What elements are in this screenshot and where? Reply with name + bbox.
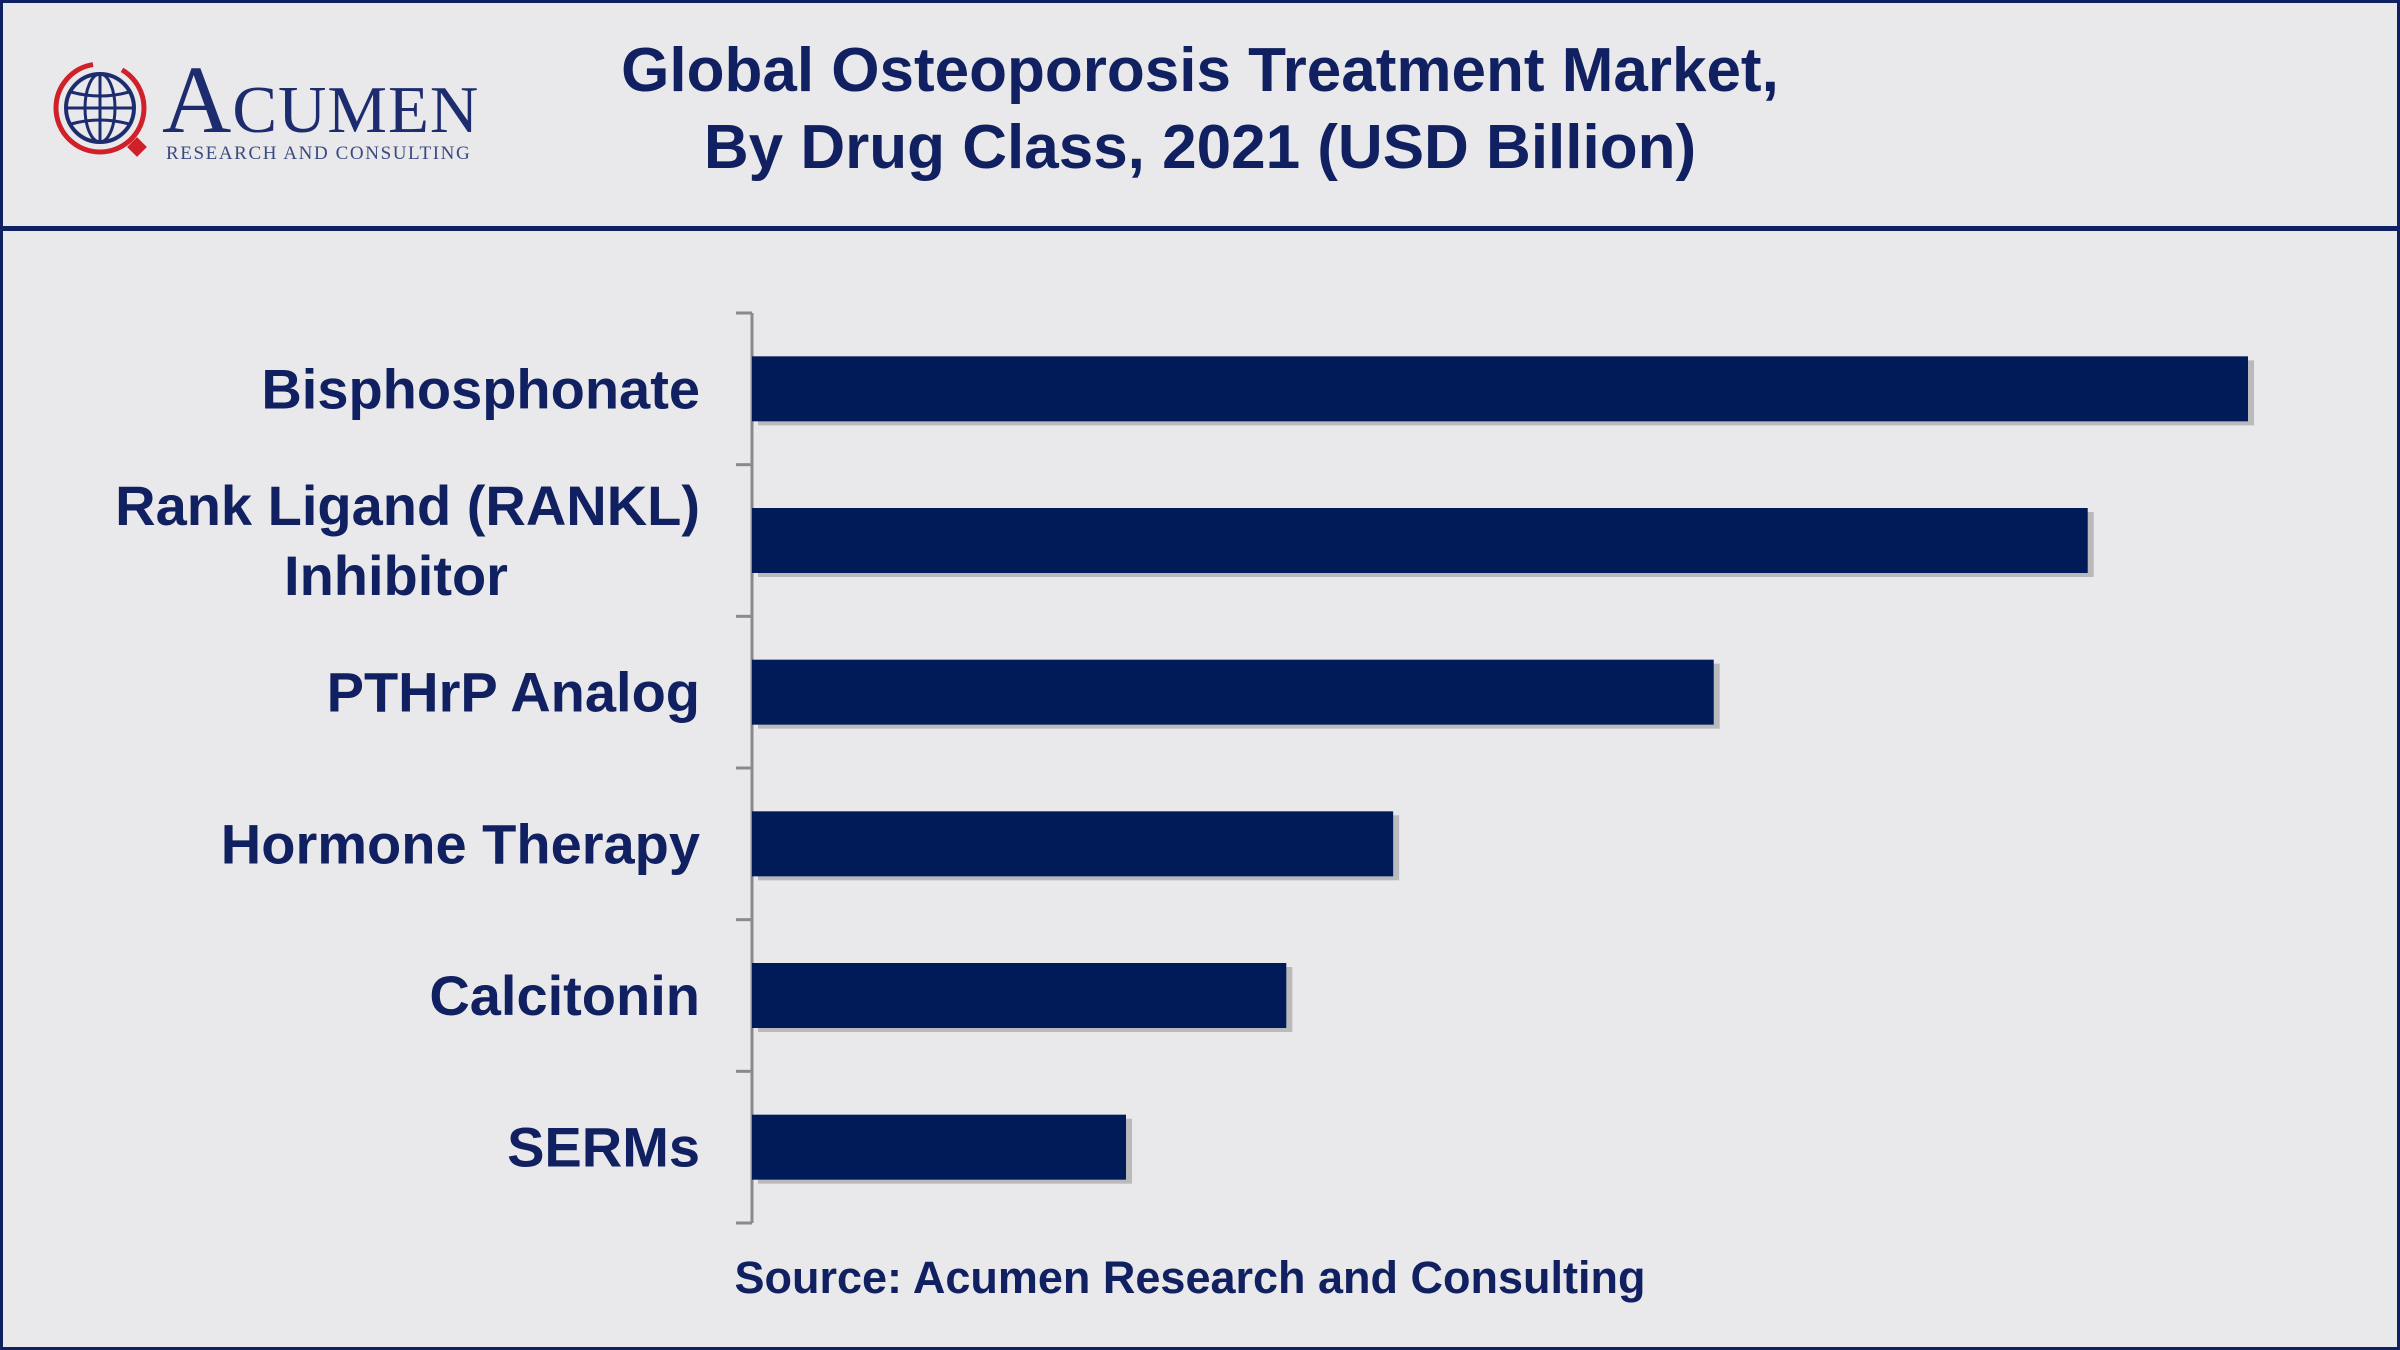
logo-text: Acumen RESEARCH AND CONSULTING [162,52,479,164]
chart-title-line-1: Global Osteoporosis Treatment Market, [621,36,1779,105]
bar [752,356,2248,422]
chart-title: Global Osteoporosis Treatment Market, By… [520,32,1880,186]
header-divider [0,226,2400,231]
category-labels: Bisphosphonate Rank Ligand (RANKL) Inhibit… [115,357,700,1178]
category-label: SERMs [507,1116,700,1179]
header: Acumen RESEARCH AND CONSULTING Global Os… [0,0,2400,232]
chart-title-line-2: By Drug Class, 2021 (USD Billion) [703,113,1697,182]
bar [752,963,1287,1028]
category-label: Rank Ligand (RANKL) [115,474,700,537]
acumen-logo: Acumen RESEARCH AND CONSULTING [48,52,508,172]
category-label: Calcitonin [429,964,700,1027]
category-label: Bisphosphonate [261,357,700,420]
globe-logo-icon [53,61,147,157]
y-axis [736,311,754,1225]
bar [752,659,1714,725]
source-note: Source: Acumen Research and Consulting [734,1252,1646,1303]
bar [752,1114,1126,1180]
category-label: PTHrP Analog [327,661,700,724]
logo-wordmark: Acumen [162,46,480,153]
logo-tagline: RESEARCH AND CONSULTING [166,143,472,164]
bar [752,508,2088,573]
category-label: Inhibitor [284,544,508,607]
category-label: Hormone Therapy [221,812,700,875]
bars [752,356,2254,1184]
bar [752,811,1394,877]
